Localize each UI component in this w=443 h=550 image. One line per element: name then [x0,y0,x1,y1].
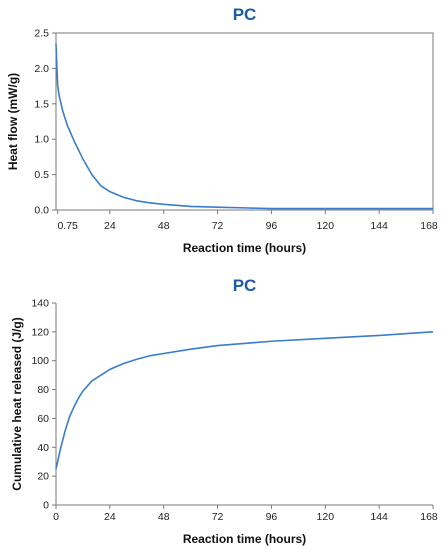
chart1-x-tick-label: 144 [370,220,388,232]
chart2-x-tick-label: 144 [370,511,388,523]
chart1-frame [55,32,434,211]
chart2-title: PC [233,276,257,295]
chart1-title: PC [233,5,257,24]
chart2-x-axis-label: Reaction time (hours) [183,532,306,546]
chart1-y-tick-label: 1.5 [34,98,49,110]
chart2-y-tick-label: 140 [31,298,49,310]
chart1-x-tick-label: 24 [104,220,116,232]
chart1-x-tick-label: 168 [420,220,438,232]
chart1-x-tick-label: 48 [158,220,170,232]
chart2-y-tick-label: 80 [37,384,49,396]
chart2-y-tick-label: 0 [43,500,49,512]
chart1-x-axis-label: Reaction time (hours) [183,241,306,255]
chart2-y-tick-label: 120 [31,326,49,338]
chart1-y-tick-label: 0.0 [34,205,49,217]
chart1-y-tick-label: 0.5 [34,169,49,181]
chart2-x-tick-label: 24 [104,511,116,523]
chart2-x-tick-label: 120 [317,511,335,523]
chart1-y-tick-label: 1.0 [34,134,49,146]
chart1-x-tick-label: 0.75 [57,220,78,232]
chart2-x-tick-label: 0 [53,511,59,523]
chart2-series-line [55,331,434,470]
chart1-y-tick-label: 2.0 [34,63,49,75]
chart2-x-tick-label: 48 [158,511,170,523]
chart2-y-tick-label: 100 [31,355,49,367]
chart2-x-tick-label: 72 [212,511,224,523]
chart1-x-tick-label: 72 [212,220,224,232]
chart1-series-line [55,43,433,210]
chart2-x-tick-label: 168 [420,511,438,523]
chart2-y-axis-label: Cumulative heat released (J/g) [10,317,24,490]
chart2-x-tick-label: 96 [266,511,278,523]
chart2-y-tick-label: 20 [37,471,49,483]
chart2-y-tick-label: 40 [37,442,49,454]
chart1-x-tick-label: 96 [266,220,278,232]
chart1-y-tick-label: 2.5 [34,28,49,40]
chart2-y-tick-label: 60 [37,413,49,425]
chart1-x-tick-label: 120 [317,220,335,232]
chart1-y-axis-label: Heat flow (mW/g) [6,73,20,170]
